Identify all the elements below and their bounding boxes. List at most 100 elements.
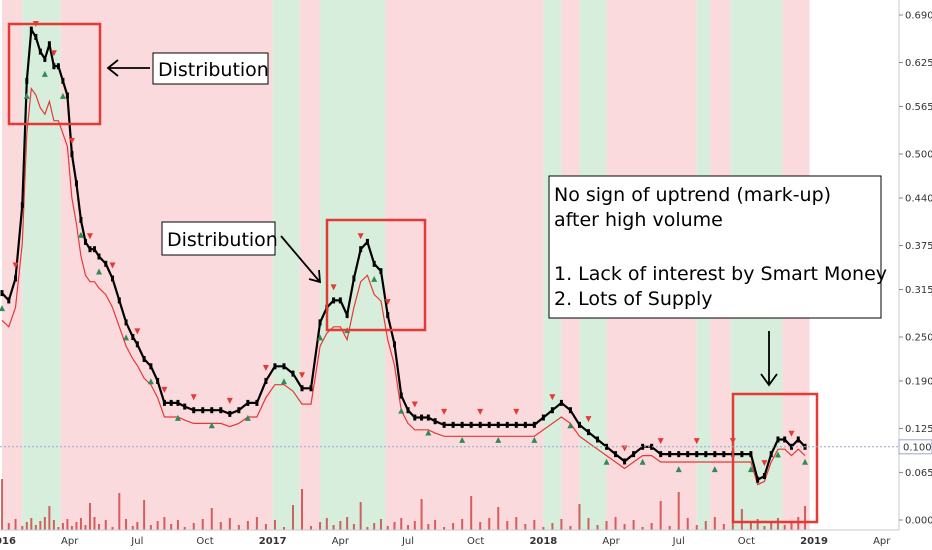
price-candle	[762, 473, 766, 480]
up-marker	[147, 378, 154, 385]
up-marker	[567, 422, 574, 429]
volume-bar	[84, 525, 87, 530]
volume-bar	[488, 518, 491, 530]
volume-bar	[79, 518, 82, 530]
price-tick-label: 0.065	[905, 468, 932, 479]
volume-bar	[301, 489, 304, 530]
price-candle	[135, 341, 139, 348]
price-candle	[469, 421, 473, 428]
price-candle	[291, 370, 295, 377]
price-candle	[338, 297, 342, 304]
box-recent	[731, 392, 819, 524]
price-candle	[0, 290, 4, 297]
volume-bar	[497, 507, 500, 530]
up-marker	[675, 466, 682, 473]
price-candle	[70, 151, 74, 158]
volume-bar	[201, 519, 204, 530]
price-candle	[722, 451, 726, 458]
volume-bar	[763, 526, 766, 530]
volume-bar	[776, 518, 779, 530]
down-marker	[134, 328, 141, 335]
price-candle	[796, 436, 800, 443]
volume-bar	[686, 518, 689, 530]
volume-bar	[136, 522, 139, 530]
zone-red	[76, 0, 273, 530]
price-tick-label: 0.625	[905, 58, 932, 69]
price-candle	[514, 421, 518, 428]
volume-bar	[39, 521, 42, 530]
volume-bar	[61, 523, 64, 530]
volume-bar	[659, 501, 662, 530]
volume-bar	[228, 518, 231, 530]
price-candle	[52, 63, 56, 70]
arrow-3	[760, 331, 778, 387]
up-marker	[59, 92, 66, 99]
price-candle	[282, 363, 286, 370]
price-candle	[38, 48, 42, 55]
price-tick-label: 0.500	[905, 150, 932, 161]
volume-bar	[1, 479, 3, 530]
volume-bar	[93, 517, 96, 530]
up-marker	[459, 436, 466, 443]
up-marker	[123, 334, 130, 341]
support-path	[1, 86, 806, 486]
up-marker	[774, 451, 781, 458]
volume-bar	[386, 526, 389, 530]
volume-bar	[722, 524, 725, 530]
volume-bar	[143, 500, 146, 530]
price-axis: 0.690 0.625 0.565 0.500 0.440 0.375 0.315 0.250…	[899, 11, 932, 527]
price-candle	[442, 421, 446, 428]
up-marker	[41, 70, 48, 77]
up-marker	[174, 414, 181, 421]
price-tick-label: 0.190	[905, 376, 932, 387]
volume-bar	[731, 520, 734, 530]
price-candle	[756, 476, 760, 483]
volume-bar	[461, 519, 464, 530]
price-candle	[523, 421, 527, 428]
volume-bar	[479, 522, 482, 530]
price-candle	[176, 399, 180, 406]
price-candle	[783, 436, 787, 443]
price-candle	[131, 334, 135, 341]
price-candle	[149, 363, 153, 370]
price-candle	[659, 451, 663, 458]
price-candle	[79, 216, 83, 223]
price-candle	[255, 399, 259, 406]
volume-bar	[515, 517, 518, 530]
down-marker	[299, 372, 306, 379]
up-marker	[425, 429, 432, 436]
current-price-label: 0.100	[903, 442, 932, 453]
volume-bar	[650, 523, 653, 530]
up-marker	[280, 378, 287, 385]
price-candle	[695, 451, 699, 458]
price-candle	[43, 55, 47, 62]
volume-bar	[740, 509, 743, 530]
price-candle	[413, 414, 417, 421]
volume-bar	[749, 523, 752, 530]
volume-bars	[1, 479, 807, 530]
price-candle	[352, 275, 356, 282]
zone-green	[272, 0, 300, 530]
up-marker	[398, 407, 405, 414]
price-candle	[372, 260, 376, 267]
volume-bar	[400, 518, 403, 530]
volume-bar	[352, 524, 355, 530]
price-candle	[56, 63, 60, 70]
price-candle	[392, 341, 396, 348]
down-marker	[109, 262, 116, 269]
volume-bar	[641, 527, 644, 530]
down-marker	[50, 50, 57, 57]
volume-bar	[713, 517, 716, 530]
volume-bar	[210, 508, 213, 530]
volume-bar	[70, 526, 73, 530]
price-candle	[318, 319, 322, 326]
price-candle	[156, 377, 160, 384]
zone-red	[60, 0, 77, 530]
price-candle	[201, 407, 205, 414]
volume-bar	[614, 517, 617, 530]
volume-bar	[704, 521, 707, 530]
down-marker	[621, 445, 628, 452]
volume-bar	[797, 517, 800, 530]
price-tick-label: 0.375	[905, 241, 932, 252]
price-candle	[20, 202, 24, 209]
